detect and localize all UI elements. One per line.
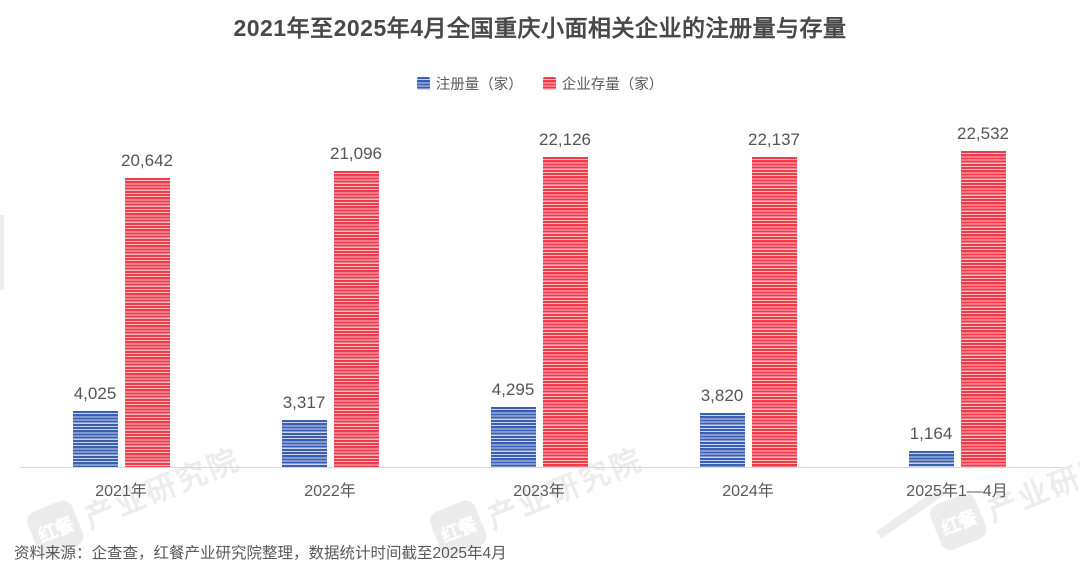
x-axis-label-0: 2021年: [95, 483, 147, 500]
source-note: 资料来源：企查查，红餐产业研究院整理，数据统计时间截至2025年4月: [14, 545, 507, 562]
bar-value-label-stock-1: 21,096: [330, 144, 382, 163]
bar-registrations-0: [72, 411, 118, 467]
legend-item-registrations: 注册量（家）: [416, 73, 523, 94]
bar-value-label-stock-3: 22,137: [748, 130, 800, 149]
x-axis-line: [20, 467, 1062, 468]
x-axis-label-2: 2023年: [513, 483, 565, 500]
bar-value-label-registrations-4: 1,164: [909, 424, 953, 443]
bar-value-label-registrations-1: 3,317: [282, 393, 326, 412]
bar-registrations-4: [908, 451, 954, 467]
bar-value-label-stock-2: 22,126: [539, 130, 591, 149]
bar-stock-3: [751, 157, 797, 467]
bar-value-label-registrations-0: 4,025: [73, 384, 117, 403]
legend-label: 企业存量（家）: [561, 77, 664, 93]
bar-stock-2: [542, 157, 588, 467]
legend: 注册量（家） 企业存量（家）: [0, 73, 1080, 94]
chart-title: 2021年至2025年4月全国重庆小面相关企业的注册量与存量: [233, 15, 847, 41]
watermark-fragment: [0, 215, 4, 290]
bar-registrations-1: [281, 420, 327, 467]
bar-registrations-2: [490, 407, 536, 467]
bar-stock-1: [333, 171, 379, 467]
stock-legend-marker-icon: [542, 77, 556, 90]
bar-registrations-3: [699, 413, 745, 467]
x-axis-label-4: 2025年1—4月: [906, 483, 1008, 500]
legend-label: 注册量（家）: [435, 77, 523, 93]
registrations-legend-marker-icon: [416, 77, 430, 90]
bar-stock-4: [960, 151, 1006, 467]
bar-stock-0: [124, 178, 170, 467]
bar-value-label-stock-0: 20,642: [121, 151, 173, 170]
x-axis-label-3: 2024年: [722, 483, 774, 500]
x-axis-label-1: 2022年: [304, 483, 356, 500]
bar-value-label-stock-4: 22,532: [957, 124, 1009, 143]
bar-value-label-registrations-2: 4,295: [491, 380, 535, 399]
legend-item-stock: 企业存量（家）: [542, 73, 664, 94]
bar-value-label-registrations-3: 3,820: [700, 386, 744, 405]
